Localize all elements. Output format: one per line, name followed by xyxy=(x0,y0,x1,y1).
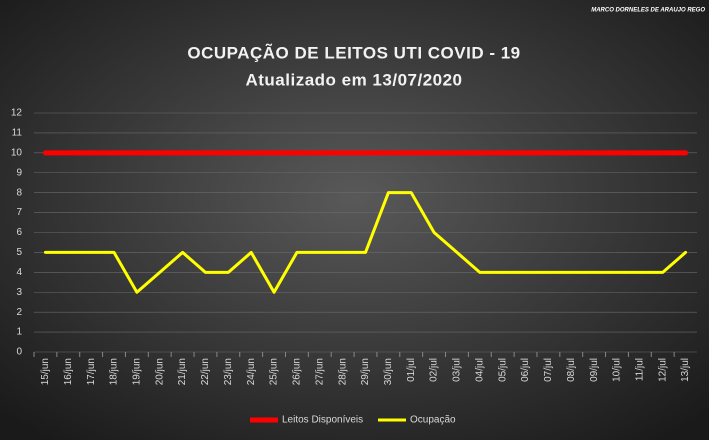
x-tick-label: 28/jun xyxy=(337,358,348,385)
legend-label: Leitos Disponíveis xyxy=(282,415,363,426)
y-tick-label: 5 xyxy=(16,247,22,258)
x-tick-label: 25/jun xyxy=(269,358,280,385)
y-tick-label: 1 xyxy=(16,327,22,338)
x-tick-label: 03/jul xyxy=(452,358,463,382)
legend-label: Ocupação xyxy=(410,415,456,426)
x-tick-label: 19/jun xyxy=(132,358,143,385)
x-tick-label: 18/jun xyxy=(109,358,120,385)
y-tick-label: 4 xyxy=(16,267,22,278)
x-tick-label: 30/jun xyxy=(383,358,394,385)
x-tick-label: 16/jun xyxy=(63,358,74,385)
x-tick-label: 10/jul xyxy=(612,358,623,382)
x-tick-label: 13/jul xyxy=(680,358,691,382)
x-tick-label: 17/jun xyxy=(86,358,97,385)
x-tick-label: 11/jul xyxy=(634,358,645,381)
x-tick-label: 23/jun xyxy=(223,358,234,385)
y-tick-label: 2 xyxy=(16,307,22,318)
x-tick-label: 06/jul xyxy=(520,358,531,382)
x-tick-label: 01/jul xyxy=(406,358,417,382)
x-tick-label: 29/jun xyxy=(360,358,371,385)
y-tick-label: 10 xyxy=(11,147,23,158)
y-tick-label: 12 xyxy=(11,108,23,119)
y-tick-label: 6 xyxy=(16,227,22,238)
x-tick-label: 27/jun xyxy=(314,358,325,385)
y-tick-label: 7 xyxy=(16,207,22,218)
x-tick-label: 05/jul xyxy=(497,358,508,382)
y-tick-label: 8 xyxy=(16,187,22,198)
x-tick-label: 07/jul xyxy=(543,358,554,382)
y-tick-label: 9 xyxy=(16,167,22,178)
x-tick-label: 15/jun xyxy=(40,358,51,385)
x-tick-label: 04/jul xyxy=(474,358,485,382)
x-tick-label: 20/jun xyxy=(154,358,165,385)
y-tick-label: 0 xyxy=(16,347,22,358)
chart-title: OCUPAÇÃO DE LEITOS UTI COVID - 19 xyxy=(187,42,520,62)
x-tick-label: 26/jun xyxy=(292,358,303,385)
y-tick-label: 3 xyxy=(16,287,22,298)
x-tick-label: 21/jun xyxy=(177,358,188,385)
y-tick-label: 11 xyxy=(12,128,23,139)
watermark: MARCO DORNELES DE ARAUJO REGO xyxy=(591,8,705,14)
x-tick-label: 24/jun xyxy=(246,358,257,385)
x-tick-label: 02/jul xyxy=(429,358,440,382)
x-tick-label: 09/jul xyxy=(589,358,600,382)
series-line xyxy=(43,191,688,294)
x-tick-label: 08/jul xyxy=(566,358,577,382)
x-tick-label: 12/jul xyxy=(657,358,668,382)
chart-subtitle: Atualizado em 13/07/2020 xyxy=(245,70,462,89)
x-tick-label: 22/jun xyxy=(200,358,211,385)
